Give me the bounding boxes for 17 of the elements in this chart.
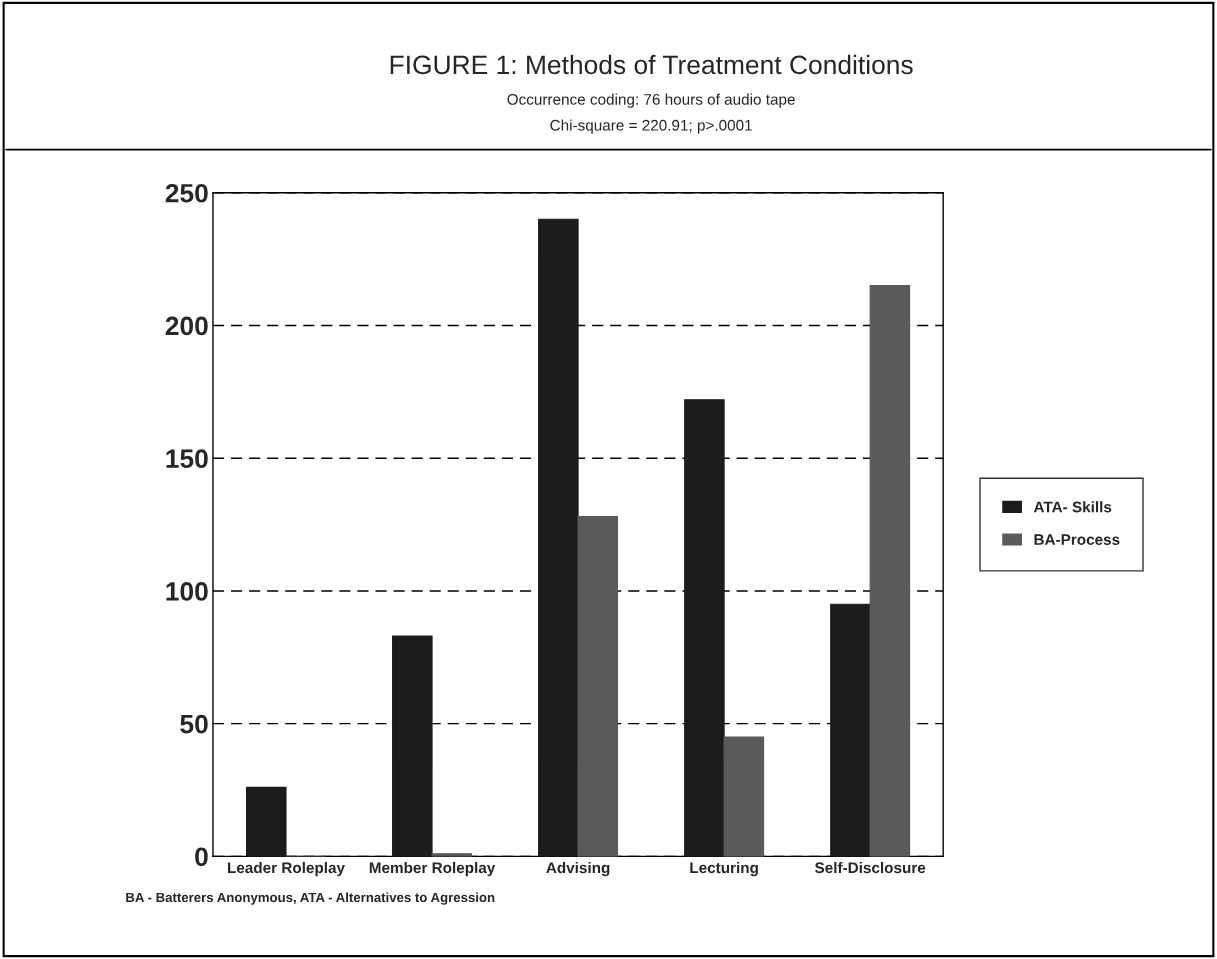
y-tick-label: 200 (165, 316, 208, 336)
y-tick-label: 100 (166, 582, 208, 601)
x-tick-label: Leader Roleplay (228, 861, 345, 877)
text: BA - Batterers Anonymous, ATA - Alternatives to Agression (126, 892, 495, 905)
y-tick-label: 250 (165, 183, 208, 203)
x-tick-label: Member Roleplay (369, 861, 496, 877)
x-tick-label: Self-Disclosure (814, 861, 926, 874)
chart-title: FIGURE 1: Methods of Treatment Conditions (390, 54, 913, 75)
x-tick-label: Advising (546, 861, 610, 877)
legend-label: ATA- Skills (1033, 501, 1112, 513)
chart-subtitle: Occurrence coding: 76 hours of audio tape (507, 93, 795, 108)
y-tick-label: 0 (195, 847, 208, 867)
y-tick-label: 150 (166, 449, 208, 469)
x-tick-label: Lecturing (690, 861, 758, 877)
legend-label: BA-Process (1034, 534, 1120, 545)
text: Chi-square = 220.91; p>.0001 (550, 119, 752, 134)
y-tick-label: 50 (180, 714, 208, 734)
